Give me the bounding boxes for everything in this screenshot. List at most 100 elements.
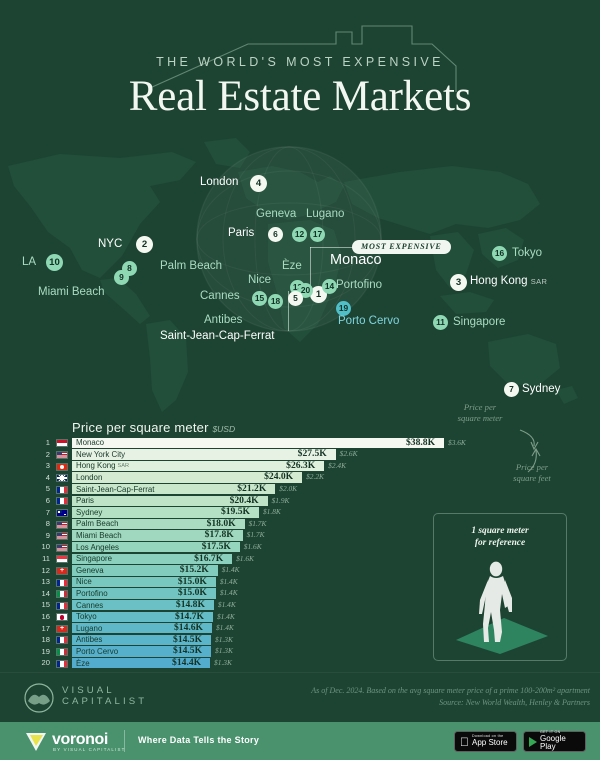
app-store-big-text: App Store <box>463 738 508 748</box>
price-bar: Palm Beach <box>72 518 245 530</box>
table-row[interactable]: 1 Monaco $38.8K $3.6K <box>38 437 568 449</box>
reference-line-1: 1 square meter <box>471 526 529 536</box>
map-pin-london[interactable]: 4 <box>250 175 267 192</box>
map-label-london: London <box>200 176 239 188</box>
table-row[interactable]: 12 + Geneva $15.2K $1.4K <box>38 564 568 577</box>
row-rank: 2 <box>45 449 50 459</box>
city-label: Antibes <box>76 635 103 645</box>
price-per-sqm-value: $26.3K <box>286 459 316 471</box>
price-per-sqft-value: $1.4K <box>217 599 236 609</box>
footer-divider <box>124 730 125 752</box>
map-label-antibes: Antibes <box>204 314 243 326</box>
price-per-sqft-value: $1.6K <box>236 553 254 563</box>
city-label: Cannes <box>76 600 104 610</box>
city-label: London <box>76 473 103 483</box>
flag-icon <box>56 450 68 459</box>
price-bar: Porto Cervo <box>72 646 212 657</box>
table-row[interactable]: 13 Nice $15.0K $1.4K <box>38 576 568 588</box>
flag-icon: + <box>56 624 68 633</box>
map-pin-geneva[interactable]: 12 <box>292 227 307 242</box>
flag-icon <box>56 508 68 517</box>
map-pin-porto-cervo[interactable]: 19 <box>336 301 351 316</box>
table-row[interactable]: 2 New York City $27.5K $2.6K <box>38 448 568 461</box>
price-per-sqft-value: $1.8K <box>262 507 281 517</box>
map-pin-sydney[interactable]: 7 <box>504 382 519 397</box>
map-pin-saint-jean-cap-ferrat[interactable]: 5 <box>288 291 303 306</box>
row-rank: 4 <box>45 472 50 482</box>
map-label-miami-beach: Miami Beach <box>38 286 105 298</box>
table-row[interactable]: 9 Miami Beach $17.8K $1.7K <box>38 529 568 542</box>
price-bar: Los Angeles <box>72 541 240 553</box>
chart-title-unit: $USD <box>212 424 236 434</box>
price-per-sqm-value: $24.0K <box>264 471 294 483</box>
city-label: Tokyo <box>76 612 97 622</box>
table-row[interactable]: 6 Paris $20.4K $1.9K <box>38 495 568 507</box>
table-row[interactable]: 7 Sydney $19.5K $1.8K <box>38 506 568 519</box>
google-play-badge[interactable]: GET IT ON Google Play <box>523 730 586 752</box>
price-per-sqft-value: $1.6K <box>243 541 262 551</box>
most-expensive-badge: MOST EXPENSIVE <box>352 240 451 254</box>
price-per-sqft-value: $1.3K <box>214 657 232 667</box>
price-per-sqm-value: $15.2K <box>179 564 209 576</box>
map-pin-paris[interactable]: 6 <box>268 227 283 242</box>
flag-icon <box>56 439 68 448</box>
row-rank: 10 <box>41 542 50 552</box>
app-store-small-text: Download on the <box>463 734 503 739</box>
price-bar: Miami Beach <box>72 530 243 541</box>
row-rank: 11 <box>42 553 50 563</box>
table-row[interactable]: 11 Singapore $16.7K $1.6K <box>38 553 568 565</box>
row-rank: 7 <box>45 507 50 517</box>
table-row[interactable]: 14 Portofino $15.0K $1.4K <box>38 587 568 600</box>
city-label: Paris <box>76 496 94 506</box>
flag-icon <box>56 659 68 668</box>
reference-line-2: for reference <box>474 538 526 548</box>
house-outline-icon <box>149 25 457 92</box>
map-label-porto-cervo: Porto Cervo <box>338 315 400 327</box>
table-row[interactable]: 5 Saint-Jean-Cap-Ferrat $21.2K $2.0K <box>38 483 568 495</box>
table-row[interactable]: 10 Los Angeles $17.5K $1.6K <box>38 541 568 553</box>
price-per-sqft-value: $1.4K <box>216 611 235 621</box>
map-pin-lugano[interactable]: 17 <box>310 227 325 242</box>
map-pin-antibes[interactable]: 18 <box>268 294 283 309</box>
price-bar: Saint-Jean-Cap-Ferrat <box>72 483 276 495</box>
price-bar: Nice <box>72 576 216 588</box>
app-store-badge[interactable]:  Download on the App Store <box>454 731 517 752</box>
table-row[interactable]: 17 + Lugano $14.6K $1.4K <box>38 622 568 635</box>
map-label-la: LA <box>22 256 37 268</box>
flag-icon <box>56 613 68 622</box>
table-row[interactable]: 19 Porto Cervo $14.5K $1.3K <box>38 645 568 658</box>
flag-icon <box>56 462 68 471</box>
map-label-monaco: Monaco <box>330 252 382 268</box>
google-play-icon <box>529 736 537 747</box>
map-pin-cannes[interactable]: 15 <box>252 291 267 306</box>
annotation-arrows <box>519 429 541 473</box>
map-pin-tokyo[interactable]: 16 <box>492 246 507 261</box>
table-row[interactable]: 3 Hong Kong SAR $26.3K $2.4K <box>38 460 568 472</box>
map-pin-hong-kong[interactable]: 3 <box>450 274 467 291</box>
map-pin-portofino[interactable]: 14 <box>322 279 337 294</box>
table-row[interactable]: 16 Tokyo $14.7K $1.4K <box>38 611 568 623</box>
flag-icon <box>56 648 68 657</box>
flag-icon <box>56 543 68 552</box>
price-bar: Èze <box>72 657 211 669</box>
row-rank: 12 <box>41 565 50 575</box>
table-row[interactable]: 18 Antibes $14.5K $1.3K <box>38 634 568 646</box>
table-row[interactable]: 4 London $24.0K $2.2K <box>38 471 568 484</box>
table-row[interactable]: 8 Palm Beach $18.0K $1.7K <box>38 518 568 530</box>
map-pin-singapore[interactable]: 11 <box>433 315 448 330</box>
map-pin-nyc[interactable]: 2 <box>136 236 153 253</box>
price-bar: Antibes <box>72 634 212 646</box>
price-bar: Geneva <box>72 565 218 576</box>
price-per-sqm-value: $17.5K <box>201 540 231 552</box>
table-row[interactable]: 20 Èze $14.4K $1.3K <box>38 657 568 669</box>
table-row[interactable]: 15 Cannes $14.8K $1.4K <box>38 599 568 611</box>
price-per-sqft-value: $1.3K <box>215 634 233 644</box>
city-label: Geneva <box>76 565 104 575</box>
map-pin-palm-beach[interactable]: 8 <box>122 261 137 276</box>
brand-line-1: VISUAL <box>62 685 115 696</box>
map-pin-la[interactable]: 10 <box>46 254 63 271</box>
flag-icon <box>56 601 68 610</box>
source-note: As of Dec. 2024. Based on the avg square… <box>311 685 590 709</box>
row-rank: 16 <box>41 611 50 621</box>
